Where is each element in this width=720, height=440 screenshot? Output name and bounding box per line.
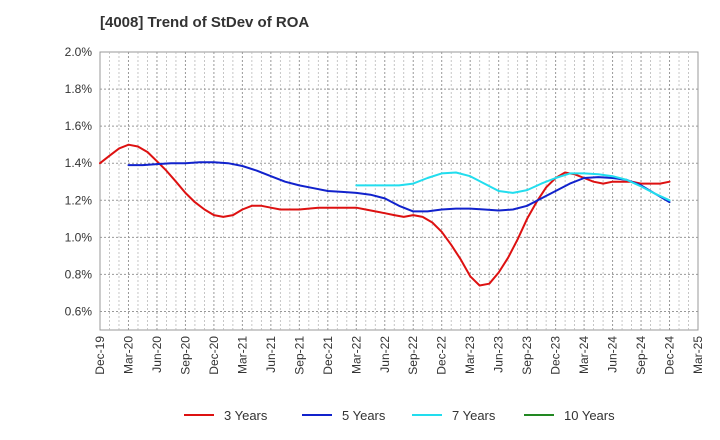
x-tick-label: Dec-23 (549, 336, 563, 375)
x-tick-label: Jun-21 (264, 336, 278, 373)
series-line-2 (355, 171, 671, 202)
x-tick-label: Jun-23 (492, 336, 506, 373)
x-tick-label: Sep-23 (520, 336, 534, 375)
legend-layer: 3 Years 5 Years 7 Years 10 Years (184, 408, 615, 423)
x-tick-label: Mar-25 (691, 336, 705, 374)
x-tick-label: Sep-24 (634, 336, 648, 375)
axis-layer: 0.6% 0.8% 1.0% 1.2% 1.4% 1.6% 1.8% 2.0% Dec-19 Ma… (65, 45, 705, 375)
y-tick-label: 1.8% (65, 82, 93, 96)
series-line-1 (127, 161, 671, 213)
y-tick-label: 0.6% (65, 304, 93, 318)
chart-title: [4008] Trend of StDev of ROA (100, 14, 310, 31)
series-layer (99, 143, 671, 287)
legend-label: 5 Years (342, 408, 386, 423)
x-tick-label: Dec-21 (321, 336, 335, 375)
x-tick-label: Mar-20 (121, 336, 135, 374)
x-tick-label: Sep-21 (292, 336, 306, 375)
y-tick-label: 1.6% (65, 119, 93, 133)
x-tick-label: Sep-22 (406, 336, 420, 375)
x-tick-label: Dec-22 (435, 336, 449, 375)
x-tick-label: Mar-23 (463, 336, 477, 374)
y-tick-label: 0.8% (65, 267, 93, 281)
x-tick-label: Dec-19 (93, 336, 107, 375)
y-tick-label: 1.4% (65, 156, 93, 170)
legend-label: 10 Years (564, 408, 615, 423)
grid-layer (99, 51, 699, 331)
y-tick-label: 1.2% (65, 193, 93, 207)
legend-label: 3 Years (224, 408, 268, 423)
x-tick-label: Jun-24 (606, 336, 620, 373)
x-tick-label: Mar-24 (577, 336, 591, 374)
y-tick-label: 1.0% (65, 230, 93, 244)
x-tick-label: Dec-24 (663, 336, 677, 375)
x-tick-label: Dec-20 (207, 336, 221, 375)
x-tick-label: Jun-20 (150, 336, 164, 373)
y-tick-label: 2.0% (65, 45, 93, 59)
x-tick-label: Mar-21 (235, 336, 249, 374)
legend-label: 7 Years (452, 408, 496, 423)
plot-border (99, 51, 699, 331)
x-tick-label: Jun-22 (378, 336, 392, 373)
x-tick-label: Mar-22 (349, 336, 363, 374)
x-tick-label: Sep-20 (178, 336, 192, 375)
